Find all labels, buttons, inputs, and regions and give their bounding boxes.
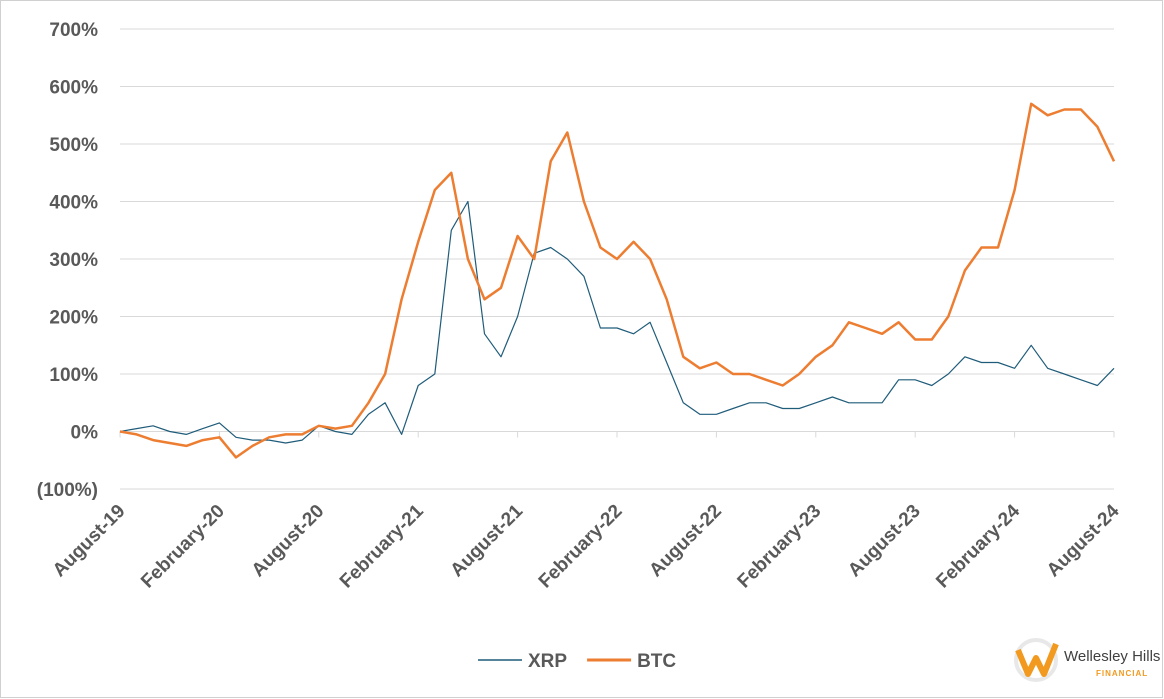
y-tick-label: 0% xyxy=(71,423,99,444)
y-tick-label: 600% xyxy=(49,78,98,99)
y-tick-label: 200% xyxy=(49,308,98,329)
brand-sub: FINANCIAL xyxy=(1096,669,1148,678)
y-tick-label: 700% xyxy=(49,20,98,41)
y-tick-label: (100%) xyxy=(37,480,98,501)
logo-mark xyxy=(1015,642,1059,677)
legend-label: XRP xyxy=(528,651,567,672)
y-tick-label: 400% xyxy=(49,193,98,214)
logo: Wellesley Hills FINANCIAL xyxy=(1014,638,1160,682)
brand-name: Wellesley Hills xyxy=(1064,648,1160,665)
y-tick-label: 500% xyxy=(49,135,98,156)
line-series xyxy=(119,102,1116,459)
line-series xyxy=(119,200,1115,444)
legend-label: BTC xyxy=(637,651,676,672)
logo-ring xyxy=(1014,638,1058,682)
y-tick-label: 100% xyxy=(49,365,98,386)
y-tick-label: 300% xyxy=(49,250,98,271)
